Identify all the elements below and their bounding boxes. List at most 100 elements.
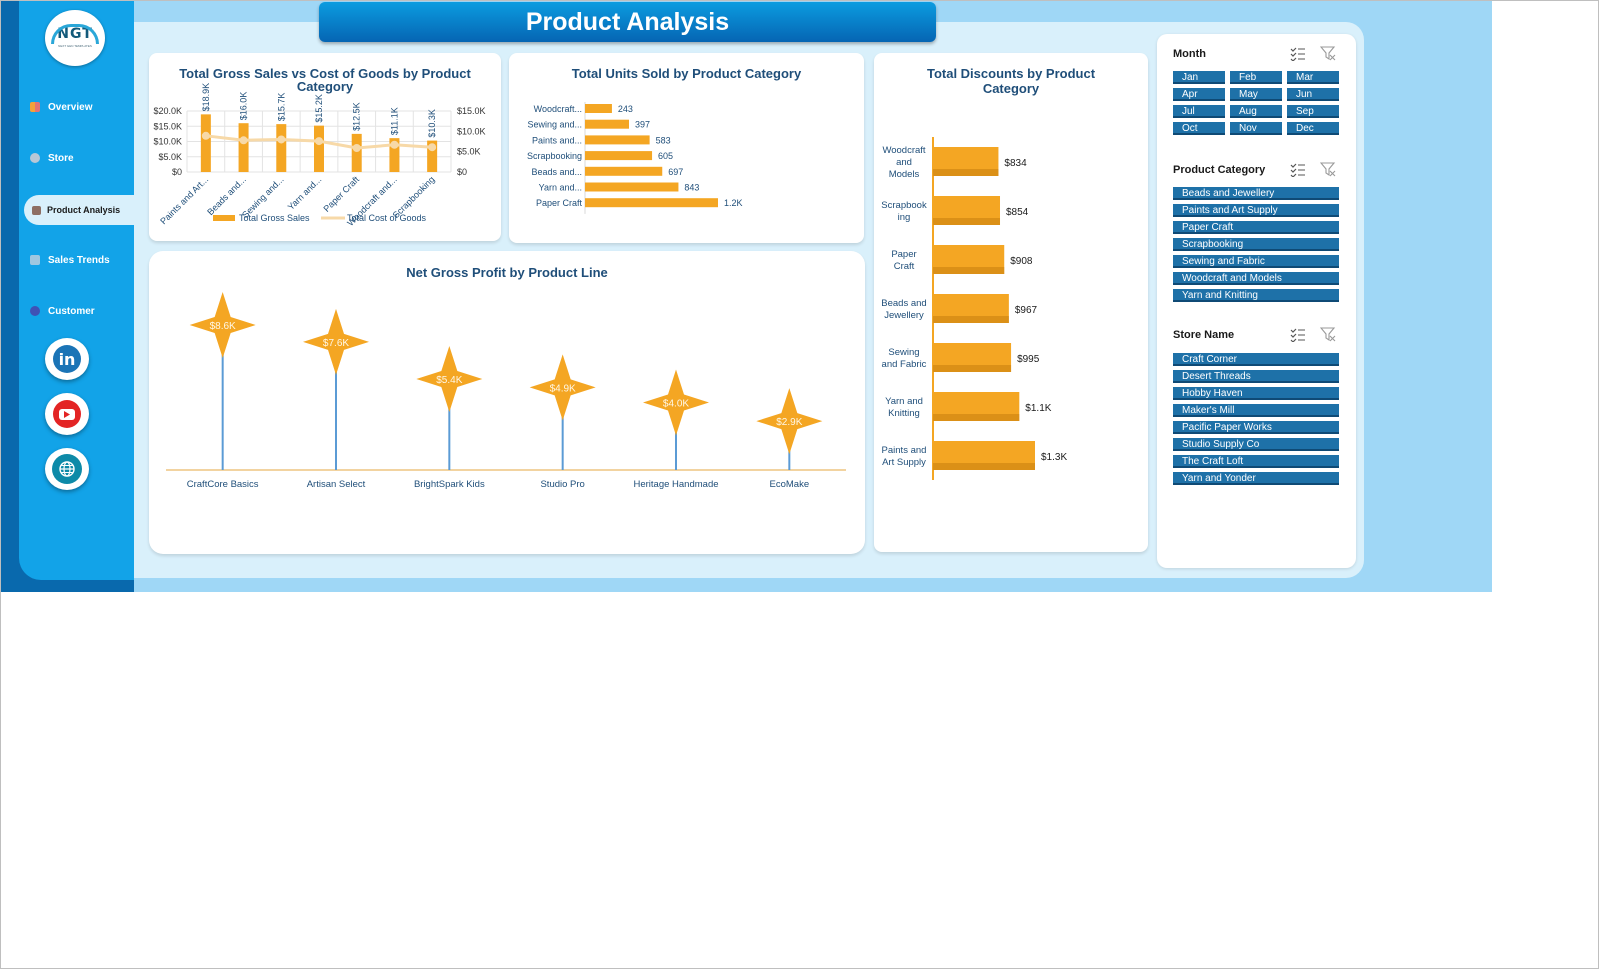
data-label: $854	[1006, 207, 1029, 218]
data-label: $16.0K	[239, 92, 249, 121]
slicer-item-product-category[interactable]: Paper Craft	[1173, 221, 1339, 234]
sidebar-item-customer[interactable]: Customer	[30, 301, 95, 321]
sidebar-item-label: Product Analysis	[47, 205, 121, 215]
slicer-item-month[interactable]: May	[1230, 88, 1282, 101]
x-tick-label: Paints and Art...	[158, 174, 210, 226]
slicer-item-product-category[interactable]: Woodcraft and Models	[1173, 272, 1339, 285]
chart-title: Total Discounts by Product Category	[926, 66, 1096, 96]
multi-select-icon[interactable]	[1290, 162, 1306, 177]
bar	[585, 135, 650, 145]
sidebar-item-store[interactable]: Store	[30, 148, 74, 168]
slicer-title-month: Month	[1173, 48, 1206, 60]
y-tick-label: $15.0K	[153, 121, 182, 131]
y-tick-label: Woodcraft	[882, 145, 925, 156]
dashboard: NGT NEXT GEN TEMPLATES Overview Store Pr…	[0, 0, 1492, 592]
multi-select-icon[interactable]	[1290, 327, 1306, 342]
y-tick-label: Jewellery	[884, 310, 924, 321]
website-button[interactable]	[45, 448, 89, 490]
y-tick-label: Scrapbook	[881, 200, 927, 211]
slicer-item-store-name[interactable]: Maker's Mill	[1173, 404, 1339, 417]
data-label: 397	[635, 120, 650, 130]
sidebar-item-label: Sales Trends	[48, 254, 110, 266]
y-tick-label: Yarn and...	[539, 183, 582, 193]
slicer-item-month[interactable]: Oct	[1173, 122, 1225, 135]
y-tick-label: Knitting	[888, 408, 920, 419]
slicer-item-store-name[interactable]: Desert Threads	[1173, 370, 1339, 383]
y-tick-label: Yarn and	[885, 396, 923, 407]
bar	[314, 125, 324, 172]
bar	[585, 182, 679, 192]
slicer-item-month[interactable]: Dec	[1287, 122, 1339, 135]
bar	[389, 138, 400, 172]
y-tick-label: Paints and...	[532, 135, 582, 145]
chart-title: Net Gross Profit by Product Line	[406, 265, 608, 280]
bar-shadow	[933, 218, 1001, 225]
data-label: $11.1K	[389, 107, 399, 135]
discounts-chart-card: Total Discounts by Product Category $834…	[874, 53, 1148, 552]
slicer-item-store-name[interactable]: Yarn and Yonder	[1173, 472, 1339, 485]
slicer-item-store-name[interactable]: Studio Supply Co	[1173, 438, 1339, 451]
x-tick-label: EcoMake	[770, 479, 810, 490]
slicer-item-month[interactable]: Aug	[1230, 105, 1282, 118]
linkedin-icon: in	[53, 345, 81, 373]
y2-tick-label: $15.0K	[457, 106, 486, 116]
y-tick-label: $20.0K	[153, 106, 182, 116]
line-point	[352, 144, 361, 153]
linkedin-button[interactable]: in	[45, 338, 89, 380]
line-point	[239, 136, 248, 145]
y-tick-label: Art Supply	[882, 457, 926, 468]
data-label: 1.2K	[724, 198, 743, 208]
data-label: $5.4K	[436, 375, 462, 386]
slicer-item-month[interactable]: Jul	[1173, 105, 1225, 118]
slicer-item-month[interactable]: Mar	[1287, 71, 1339, 84]
x-tick-label: Paper Craft	[322, 174, 362, 214]
slicer-item-month[interactable]: Jan	[1173, 71, 1225, 84]
slicer-item-month[interactable]: Nov	[1230, 122, 1282, 135]
slicer-item-month[interactable]: Apr	[1173, 88, 1225, 101]
slicer-item-store-name[interactable]: Pacific Paper Works	[1173, 421, 1339, 434]
logo[interactable]: NGT NEXT GEN TEMPLATES	[45, 10, 105, 66]
multi-select-icon[interactable]	[1290, 46, 1306, 61]
slicer-item-store-name[interactable]: Hobby Haven	[1173, 387, 1339, 400]
data-label: $995	[1017, 354, 1040, 365]
x-tick-label: Heritage Handmade	[633, 479, 718, 490]
box-icon	[32, 205, 41, 215]
slicer-item-month[interactable]: Feb	[1230, 71, 1282, 84]
y-tick-label: Beads and...	[531, 167, 582, 177]
trend-chart-icon	[30, 255, 40, 265]
slicer-item-month[interactable]: Sep	[1287, 105, 1339, 118]
bar	[585, 166, 663, 176]
x-tick-label: Yarn and...	[286, 174, 324, 212]
sidebar-item-sales-trends[interactable]: Sales Trends	[30, 250, 110, 270]
data-label: $15.7K	[276, 93, 286, 122]
bar	[238, 123, 249, 172]
slicer-item-product-category[interactable]: Paints and Art Supply	[1173, 204, 1339, 217]
clear-filter-icon[interactable]	[1320, 327, 1336, 342]
data-label: $4.9K	[550, 383, 576, 394]
slicer-item-store-name[interactable]: Craft Corner	[1173, 353, 1339, 366]
clear-filter-icon[interactable]	[1320, 46, 1336, 61]
y-tick-label: Beads and	[881, 298, 926, 309]
sidebar-item-product-analysis-label[interactable]: Product Analysis	[32, 200, 120, 220]
slicer-item-store-name[interactable]: The Craft Loft	[1173, 455, 1339, 468]
slicer-item-month[interactable]: Jun	[1287, 88, 1339, 101]
x-tick-label: BrightSpark Kids	[414, 479, 485, 490]
data-label: $4.0K	[663, 399, 689, 410]
y-tick-label: Sewing and...	[527, 120, 582, 130]
sidebar-item-product-analysis[interactable]	[24, 195, 136, 225]
line-point	[201, 131, 210, 140]
slicer-item-product-category[interactable]: Beads and Jewellery	[1173, 187, 1339, 200]
y-tick-label: Paints and	[882, 445, 927, 456]
youtube-button[interactable]	[45, 393, 89, 435]
data-label: $1.3K	[1041, 452, 1067, 463]
slicer-item-product-category[interactable]: Scrapbooking	[1173, 238, 1339, 251]
sidebar-item-overview[interactable]: Overview	[30, 97, 92, 117]
slicer-item-product-category[interactable]: Sewing and Fabric	[1173, 255, 1339, 268]
x-tick-label: Studio Pro	[540, 479, 584, 490]
line-point	[315, 137, 323, 146]
net-profit-chart-card: Net Gross Profit by Product Line $8.6K Cr…	[149, 251, 865, 554]
slicer-item-product-category[interactable]: Yarn and Knitting	[1173, 289, 1339, 302]
y-tick-label: Craft	[894, 261, 915, 272]
bar	[585, 151, 653, 161]
clear-filter-icon[interactable]	[1320, 162, 1336, 177]
